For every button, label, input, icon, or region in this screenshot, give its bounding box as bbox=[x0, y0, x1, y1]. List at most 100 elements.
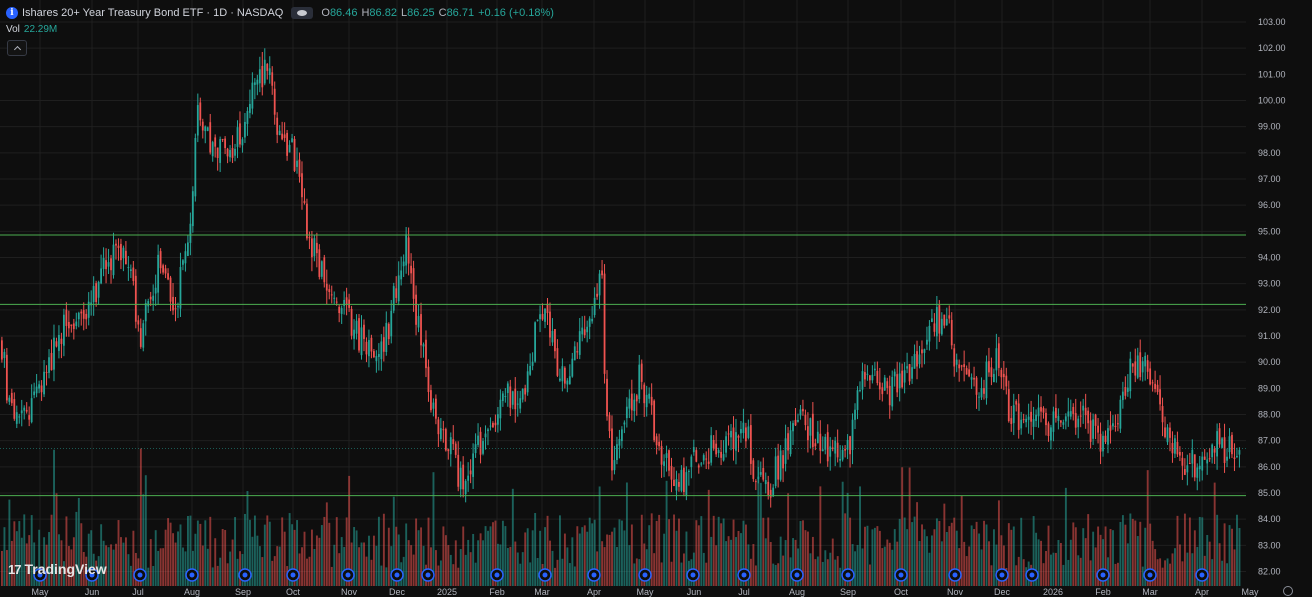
candle-body bbox=[1126, 387, 1129, 392]
volume-bar bbox=[189, 515, 192, 586]
candle-body bbox=[777, 455, 780, 480]
volume-bar bbox=[854, 551, 857, 586]
eye-icon[interactable] bbox=[291, 7, 314, 19]
candle-body bbox=[360, 327, 363, 356]
volume-bar bbox=[536, 557, 539, 586]
candle-body bbox=[710, 435, 713, 463]
volume-bar bbox=[616, 546, 618, 586]
candle-body bbox=[861, 371, 864, 390]
candle-body bbox=[315, 242, 318, 254]
candle-body bbox=[333, 297, 336, 299]
volume-bar bbox=[397, 534, 400, 586]
event-markers[interactable] bbox=[33, 568, 1209, 582]
volume-bar bbox=[318, 537, 321, 586]
candle-body bbox=[216, 147, 219, 159]
candle-body bbox=[30, 398, 33, 423]
volume-bar bbox=[730, 539, 733, 586]
candle-body bbox=[583, 329, 586, 336]
volume-bar bbox=[1193, 530, 1196, 586]
candle-body bbox=[621, 429, 623, 442]
candle-body bbox=[1196, 467, 1199, 478]
volume-bar bbox=[291, 524, 294, 586]
candle-body bbox=[685, 472, 688, 496]
volume-bar bbox=[226, 563, 229, 586]
volume-bar bbox=[370, 559, 373, 586]
event-marker-dot bbox=[999, 572, 1005, 578]
candle-body bbox=[1146, 360, 1149, 372]
volume-bar bbox=[742, 520, 745, 586]
volume-bar bbox=[524, 532, 527, 586]
candle-body bbox=[546, 303, 549, 314]
close-label: C bbox=[438, 7, 447, 19]
candle-body bbox=[521, 388, 524, 400]
time-axis[interactable]: May Jun Jul Aug Sep Oct Nov Dec 2025 Feb Mar Apr May… bbox=[0, 586, 1312, 597]
candle-body bbox=[826, 432, 829, 462]
event-marker-dot bbox=[741, 572, 747, 578]
volume-label[interactable]: Vol bbox=[6, 24, 20, 35]
time-tick-label: Aug bbox=[789, 587, 805, 597]
candle-body bbox=[779, 450, 782, 480]
volume-bar bbox=[368, 535, 370, 586]
volume-bar bbox=[1166, 558, 1169, 586]
volume-bar bbox=[598, 486, 601, 586]
volume-bar bbox=[60, 540, 63, 586]
candle-body bbox=[497, 414, 499, 425]
candle-body bbox=[514, 388, 517, 410]
candle-body bbox=[159, 251, 162, 269]
candle-body bbox=[115, 243, 117, 246]
candle-body bbox=[650, 396, 653, 406]
volume-bar bbox=[561, 558, 564, 586]
candle-body bbox=[1079, 415, 1082, 417]
candle-body bbox=[410, 265, 412, 274]
candle-body bbox=[549, 311, 551, 338]
candle-body bbox=[665, 453, 668, 458]
volume-bar bbox=[1188, 517, 1191, 586]
candle-body bbox=[573, 346, 576, 361]
volume-bar bbox=[395, 526, 398, 586]
volume-bar bbox=[908, 467, 911, 586]
volume-bar bbox=[110, 544, 113, 586]
close-value: 86.71 bbox=[446, 7, 475, 19]
volume-bar bbox=[824, 550, 827, 586]
candle-body bbox=[110, 258, 112, 271]
volume-bar bbox=[211, 567, 214, 586]
volume-bar bbox=[206, 548, 209, 586]
collapse-legend-button[interactable] bbox=[7, 40, 27, 56]
time-tick-label: Nov bbox=[341, 587, 358, 597]
candle-body bbox=[673, 479, 675, 487]
volume-bar bbox=[737, 530, 740, 586]
candle-body bbox=[670, 465, 673, 480]
volume-bar bbox=[236, 558, 239, 586]
volume-bar bbox=[881, 548, 884, 586]
symbol-title[interactable]: Ishares 20+ Year Treasury Bond ETF · 1D … bbox=[22, 7, 284, 19]
candle-body bbox=[43, 371, 45, 395]
volume-bar bbox=[945, 531, 948, 586]
price-axis[interactable]: 82.00 83.00 84.00 85.00 86.00 87.00 88.00 89.00… bbox=[1246, 0, 1312, 597]
volume-bar bbox=[814, 559, 817, 586]
volume-bar bbox=[50, 514, 53, 586]
chevron-up-icon bbox=[13, 45, 21, 53]
candle-body bbox=[881, 387, 884, 395]
candle-body bbox=[484, 433, 487, 438]
candle-body bbox=[1072, 406, 1075, 414]
candle-body bbox=[1032, 419, 1035, 427]
info-icon[interactable]: i bbox=[6, 7, 18, 19]
candle-body bbox=[293, 138, 296, 171]
candle-body bbox=[720, 451, 722, 458]
candle-body bbox=[387, 323, 390, 340]
candle-body bbox=[918, 354, 921, 365]
candle-body bbox=[467, 475, 470, 481]
candle-body bbox=[1027, 416, 1030, 420]
volume-bar bbox=[1102, 539, 1105, 586]
candle-body bbox=[640, 363, 643, 382]
tradingview-logo[interactable]: 17 TradingView bbox=[8, 561, 107, 577]
candle-body bbox=[1206, 459, 1209, 464]
candle-body bbox=[1203, 456, 1206, 460]
volume-bar bbox=[1179, 544, 1181, 586]
gear-icon[interactable] bbox=[1283, 586, 1293, 596]
volume-bar bbox=[799, 521, 802, 586]
candle-body bbox=[705, 458, 708, 460]
volume-bar bbox=[722, 518, 725, 586]
candle-body bbox=[479, 431, 482, 455]
